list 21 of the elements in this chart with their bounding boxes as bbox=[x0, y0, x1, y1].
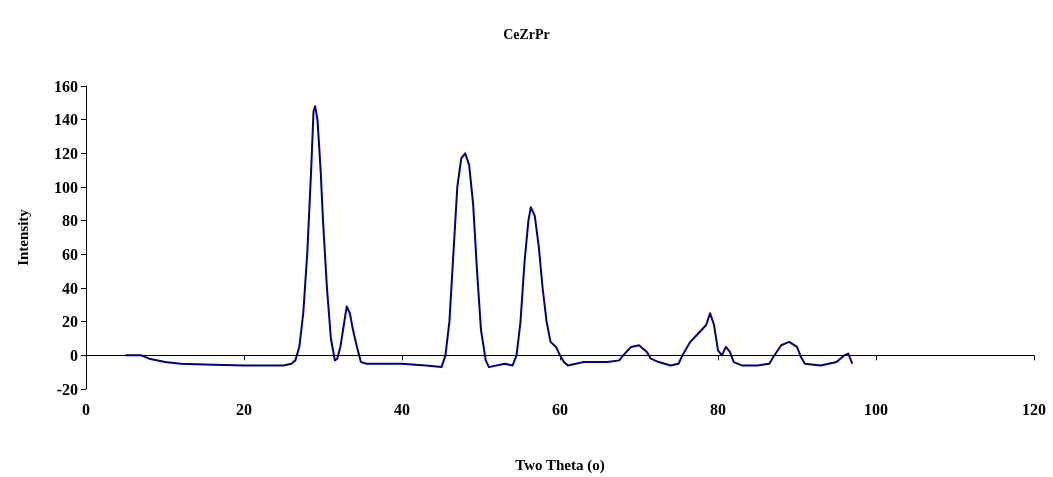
y-tick-label: 40 bbox=[62, 279, 78, 297]
x-axis-title: Two Theta (o) bbox=[515, 456, 605, 474]
y-tick-label: 20 bbox=[62, 313, 78, 331]
y-tick-label: 60 bbox=[62, 245, 78, 263]
x-tick-label: 60 bbox=[552, 400, 568, 418]
y-tick-label: 140 bbox=[54, 111, 78, 129]
x-tick-label: 0 bbox=[82, 400, 90, 418]
x-tick-label: 120 bbox=[1022, 400, 1046, 418]
y-tick-label: 100 bbox=[54, 178, 78, 196]
chart-title: CeZrPr bbox=[503, 26, 550, 42]
x-tick-label: 100 bbox=[864, 400, 888, 418]
x-tick-label: 20 bbox=[236, 400, 252, 418]
y-tick-label: 80 bbox=[62, 212, 78, 230]
y-tick-label: 160 bbox=[54, 77, 78, 95]
y-tick-label: 0 bbox=[70, 346, 78, 364]
y-tick-label: 120 bbox=[54, 144, 78, 162]
y-tick-label: -20 bbox=[56, 380, 78, 398]
x-tick-label: 80 bbox=[710, 400, 726, 418]
y-axis-title: Intensity bbox=[14, 208, 31, 266]
line-series bbox=[124, 105, 854, 369]
x-tick-label: 40 bbox=[394, 400, 410, 418]
